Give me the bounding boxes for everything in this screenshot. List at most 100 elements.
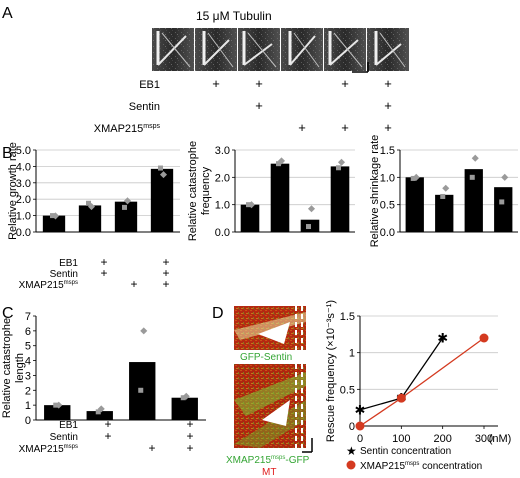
y-tick-label: 0 [25,415,31,427]
replicate-point [246,202,251,208]
point-sentin: ✱ [355,402,366,417]
y-axis-label: Relative shrinkage rate [369,135,381,248]
condition-plus: + [384,76,392,91]
replicate-point [138,387,144,393]
condition-superscript: msps [143,123,160,130]
kymograph-shrink-track [293,32,320,68]
replicate-point [95,409,101,415]
bar [42,215,66,232]
condition-superscript: msps [64,280,78,286]
kymograph-shrink-track [333,32,363,68]
legend-marker-sentin: ★ [346,444,357,458]
replicate-point [122,204,127,210]
kymograph-shrink-track [379,32,406,68]
point-xmap215 [355,421,365,431]
x-tick-label: 200 [433,433,451,445]
y-axis-label: Relative growth rate [7,142,19,240]
condition-plus: + [130,277,137,291]
kymograph-shrink-track [161,32,191,68]
series-line-xmap [359,337,485,427]
replicate-point [440,193,446,199]
y-tick-label: 0.0 [380,227,395,239]
xmap215-micrograph [234,364,306,448]
point-sentin: ✱ [437,331,448,346]
y-tick-label: 4.0 [16,161,31,173]
y-tick-label: 0.5 [340,384,355,396]
panel-a-title: 15 μM Tubulin [196,9,272,23]
panel-label-a: A [2,5,13,22]
y-axis-label: Rescue frequency (×10⁻³s⁻¹) [325,300,337,442]
kymograph-strip [152,28,409,71]
condition-label: XMAP215msps [94,123,161,135]
xmap215-gfp-label: XMAP215msps-GFP [226,455,310,466]
replicate-point [442,184,450,192]
replicate-point [276,161,281,167]
y-tick-label: 5 [25,341,31,353]
replicate-point [123,197,132,205]
legend-marker-xmap215 [346,460,356,470]
replicate-point [50,213,55,219]
kymograph-growth-track [289,35,316,66]
condition-plus: + [148,441,155,455]
y-tick-label: 6 [25,326,31,338]
panel-label-b: B [2,145,13,162]
y-tick-label: 1 [349,348,355,360]
bar [435,194,454,232]
condition-plus: + [162,255,169,269]
condition-plus: + [162,266,169,280]
condition-plus: + [186,441,193,455]
condition-plus: + [186,429,193,443]
y-tick-label: 0.0 [16,227,31,239]
kymograph-shrink-track [247,32,277,68]
condition-label: EB1 [139,79,160,91]
kymograph-shrink-track [207,32,234,68]
y-axis-label-line: Relative catastrophe [1,318,13,418]
condition-label: EB1 [59,420,78,431]
kymograph-growth-track [203,39,230,66]
replicate-point [307,205,316,213]
replicate-point [337,158,346,166]
condition-label: XMAP215msps [19,280,78,291]
bar [150,168,174,232]
condition-label: XMAP215msps [19,444,78,455]
y-tick-label: 2.0 [215,172,230,184]
y-tick-label: 3.0 [16,178,31,190]
condition-plus: + [384,120,392,135]
y-tick-label: 7 [25,311,31,323]
bar [114,201,138,232]
x-tick-label: 100 [392,433,410,445]
bar [405,177,424,232]
kymograph-growth-track [157,35,187,66]
panel-label-d: D [212,305,224,322]
bar [171,397,198,420]
y-tick-label: 3.0 [215,145,230,157]
point-xmap215 [396,393,406,403]
condition-superscript: msps [64,444,78,450]
condition-label: Sentin [50,269,78,280]
y-tick-label: 1.5 [340,311,355,323]
legend-label-xmap215: XMAP215msps concentration [360,461,482,472]
y-tick-label: 0 [349,421,355,433]
y-tick-label: 3 [25,370,31,382]
condition-plus: + [162,277,169,291]
kymograph-growth-track [329,39,359,66]
y-tick-label: 1.5 [380,145,395,157]
condition-plus: + [212,76,220,91]
kymograph-texture [195,28,237,71]
arrowhead-marker [262,400,290,426]
y-tick-label: 1.0 [215,200,230,212]
replicate-point [471,154,479,162]
replicate-point [336,165,341,171]
condition-plus: + [100,266,107,280]
bar [44,405,71,420]
legend-label-sentin: Sentin concentration [360,446,451,457]
y-axis-label: Relative catastrophelength [1,318,26,418]
condition-label: Sentin [129,101,160,113]
arrowhead-marker [258,322,290,344]
replicate-point [499,199,505,205]
y-tick-label: 0.5 [380,200,395,212]
condition-plus: + [186,417,193,431]
